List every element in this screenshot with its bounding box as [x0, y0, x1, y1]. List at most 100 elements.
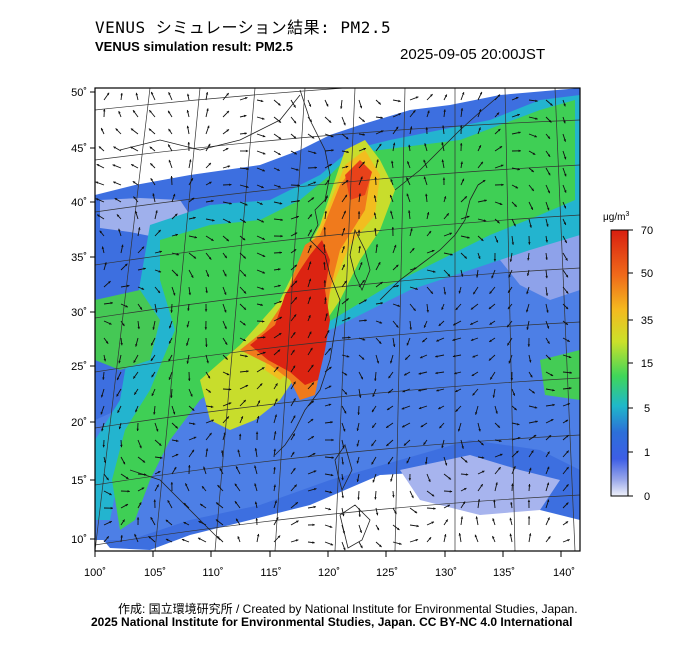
wind-arrowhead: [226, 93, 229, 96]
wind-arrowhead: [175, 273, 178, 276]
wind-arrowhead: [312, 541, 315, 544]
wind-arrowhead: [204, 309, 208, 312]
wind-arrowhead: [198, 537, 201, 541]
wind-arrowhead: [293, 381, 296, 385]
wind-arrowhead: [398, 113, 401, 116]
meridian-h: [504, 88, 516, 551]
wind-arrowhead: [362, 119, 365, 122]
wind-arrowhead: [362, 338, 366, 341]
wind-arrowhead: [226, 238, 229, 242]
wind-arrowhead: [205, 92, 209, 95]
wind-arrowhead: [151, 393, 154, 396]
coast-philippines: [339, 504, 371, 549]
wind-arrowhead: [133, 376, 136, 379]
wind-arrowhead: [150, 358, 154, 361]
wind-arrowhead: [425, 193, 428, 197]
wind-arrowhead: [460, 161, 463, 164]
wind-arrowhead: [391, 227, 395, 230]
wind-arrowhead: [424, 143, 427, 146]
wind-arrowhead: [311, 382, 314, 385]
wind-arrowhead: [475, 412, 478, 415]
wind-arrowhead: [158, 229, 161, 233]
wind-arrowhead: [245, 385, 249, 388]
wind-arrowhead: [227, 165, 231, 168]
wind-arrowhead: [526, 309, 529, 313]
wind-arrowhead: [262, 271, 265, 274]
wind-arrowhead: [357, 229, 361, 232]
wind-arrowhead: [358, 193, 362, 196]
wind-arrowhead: [125, 305, 128, 308]
wind-arrowhead: [480, 484, 483, 487]
wind-arrowhead: [167, 500, 170, 503]
wind-arrowhead: [510, 502, 513, 505]
wind-arrowhead: [395, 126, 399, 130]
wind-arrowhead: [294, 264, 297, 268]
wind-arrowhead: [345, 136, 349, 140]
wind-vectors: [95, 91, 573, 551]
wind-arrowhead: [413, 308, 416, 311]
wind-arrowhead: [414, 267, 417, 270]
wind-arrowhead: [418, 372, 422, 375]
wind-arrowhead: [170, 482, 174, 485]
wind-arrowhead: [254, 465, 257, 468]
wind-arrowhead: [545, 293, 549, 296]
wind-arrowhead: [406, 193, 409, 197]
wind-arrowhead: [331, 149, 334, 152]
wind-arrowhead: [399, 542, 402, 545]
border-mongolia: [119, 94, 301, 151]
wind-arrowhead: [398, 99, 401, 103]
wind-arrowhead: [452, 354, 456, 358]
wind-arrowhead: [120, 444, 123, 448]
wind-arrowhead: [545, 257, 548, 260]
wind-arrowhead: [132, 181, 136, 184]
wind-arrowhead: [207, 375, 210, 379]
wind-arrowhead: [168, 92, 171, 95]
wind-arrowhead: [257, 400, 260, 403]
wind-arrowhead: [396, 284, 399, 288]
wind-arrowhead: [106, 536, 109, 539]
wind-arrowhead: [188, 292, 192, 296]
wind-arrowhead: [168, 159, 171, 163]
parallel-45: [95, 119, 580, 161]
wind-arrowhead: [206, 274, 209, 277]
wind-arrowhead: [477, 499, 481, 502]
wind-arrowhead: [444, 463, 448, 466]
wind-arrowhead: [109, 521, 112, 524]
wind-arrowhead: [444, 534, 447, 537]
wind-arrowhead: [441, 159, 445, 162]
wind-arrowhead: [393, 244, 397, 248]
wind-arrowhead: [361, 357, 365, 360]
wind-arrowhead: [314, 166, 317, 169]
wind-arrowhead: [228, 402, 232, 405]
coastlines: [119, 89, 501, 549]
wind-arrowhead: [454, 372, 457, 375]
wind-arrowhead: [170, 310, 173, 313]
wind-arrowhead: [261, 185, 264, 189]
wind-arrowhead: [357, 211, 361, 214]
wind-arrowhead: [530, 374, 533, 378]
wind-arrowhead: [245, 354, 248, 358]
wind-arrowhead: [279, 251, 282, 254]
wind-arrowhead: [423, 325, 427, 328]
wind-arrowhead: [256, 416, 260, 419]
wind-arrowhead: [548, 172, 551, 176]
wind-arrowhead: [192, 422, 196, 425]
wind-arrowhead: [552, 403, 555, 407]
wind-arrowhead: [277, 535, 281, 538]
wind-arrowhead: [364, 299, 367, 302]
field-green: [112, 100, 575, 530]
wind-arrowhead: [388, 461, 391, 465]
wind-arrowhead: [405, 357, 408, 360]
wind-arrowhead: [278, 103, 281, 106]
colorbar: μg/m3 70 50 35 15 5 1 0: [603, 211, 653, 503]
wind-arrowhead: [430, 291, 433, 294]
wind-arrowhead: [462, 92, 465, 95]
wind-arrowhead: [472, 393, 475, 396]
wind-arrowhead: [452, 338, 455, 341]
wind-arrowhead: [209, 181, 212, 185]
wind-arrowhead: [274, 431, 277, 434]
wind-arrowhead: [314, 488, 317, 491]
wind-arrowhead: [450, 253, 453, 256]
wind-arrowhead: [295, 539, 299, 542]
wind-arrowhead: [259, 383, 263, 386]
